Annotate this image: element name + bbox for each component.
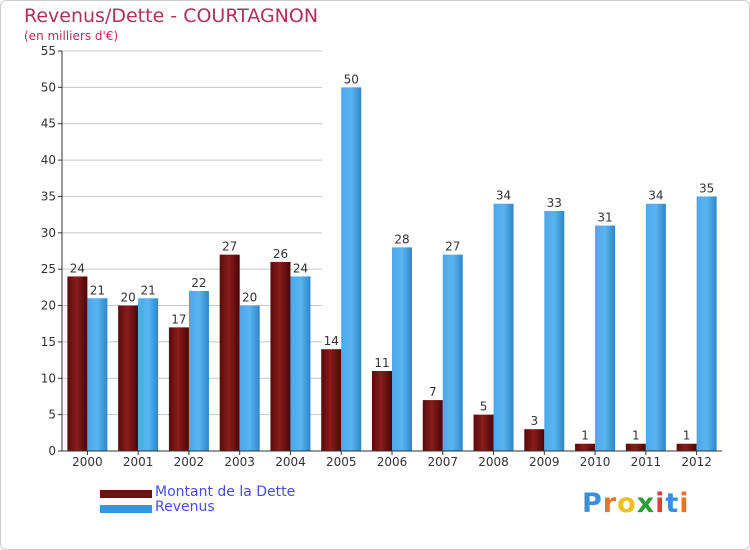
logo-letter: t [665,488,680,519]
logo-letter: i [679,488,690,519]
bar-revenus-2004 [290,276,311,451]
x-tick-label: 2002 [174,455,205,469]
chart-title: Revenus/Dette - COURTAGNON [24,5,319,27]
bar-revenus-2006 [392,247,412,451]
logo-letter: P [582,488,603,519]
data-label-revenus-2009: 33 [547,196,562,210]
bar-dette-2004 [270,261,291,451]
bar-dette-2009 [524,429,545,451]
bar-revenus-2012 [696,196,717,451]
bar-revenus-2011 [645,203,666,451]
x-tick-label: 2012 [681,455,712,469]
bar-dette-2005 [321,349,342,451]
bar-revenus-2002 [188,291,209,451]
data-label-revenus-2003: 20 [242,291,257,305]
x-axis-ticks: 2000 2001 2002 2003 2004 2005 2006 2007 2008 2009… [72,451,712,469]
bar-dette-2012 [676,443,697,451]
x-tick-label: 2006 [377,455,408,469]
y-tick-label: 20 [41,299,56,313]
data-label-revenus-2002: 22 [191,276,206,290]
y-tick-label: 55 [41,44,56,58]
bar-revenus-2010 [595,225,616,451]
data-label-dette-2003: 27 [222,240,237,254]
bar-revenus-2007 [442,254,463,451]
x-tick-label: 2005 [326,455,357,469]
y-tick-label: 15 [41,335,56,349]
bar-dette-2001 [118,305,139,451]
bar-dette-2006 [372,371,392,451]
bar-dette-2002 [168,327,189,451]
data-label-dette-2006: 11 [374,356,389,370]
bar-dette-2000 [67,276,88,451]
bar-dette-2011 [625,443,646,451]
x-tick-label: 2001 [123,455,154,469]
data-label-revenus-2011: 34 [648,189,663,203]
data-label-dette-2012: 1 [683,429,691,443]
legend-label-dette: Montant de la Dette [155,484,296,500]
x-tick-label: 2010 [580,455,611,469]
y-tick-label: 10 [41,371,56,385]
data-label-dette-2005: 14 [324,334,339,348]
bar-dette-2008 [473,414,494,451]
y-tick-label: 40 [41,153,56,167]
y-tick-label: 5 [48,408,56,422]
proxiti-logo: Proxiti [582,488,690,519]
x-tick-label: 2000 [72,455,103,469]
logo-letter: r [602,488,618,519]
data-label-dette-2011: 1 [632,429,640,443]
bar-revenus-2009 [544,211,565,451]
data-label-revenus-2000: 21 [90,283,105,297]
bar-dette-2007 [422,400,443,451]
data-label-dette-2010: 1 [581,429,589,443]
y-tick-label: 0 [48,444,56,458]
y-tick-label: 25 [41,262,56,276]
legend-swatch-dette [100,490,152,498]
chart-subtitle: (en milliers d'€) [24,29,119,43]
x-tick-label: 2008 [478,455,509,469]
bar-dette-2003 [219,254,240,451]
data-label-dette-2009: 3 [530,414,538,428]
data-label-dette-2000: 24 [70,261,85,275]
x-tick-label: 2004 [275,455,306,469]
bar-revenus-2005 [341,87,362,451]
data-label-revenus-2010: 31 [597,211,612,225]
bars [67,87,717,451]
data-label-revenus-2005: 50 [344,72,359,86]
y-tick-label: 50 [41,80,56,94]
data-label-dette-2001: 20 [121,291,136,305]
data-label-dette-2002: 17 [171,312,186,326]
legend-label-revenus: Revenus [155,499,215,515]
bar-revenus-2003 [239,305,260,451]
logo-letter: i [655,488,666,519]
logo-letter: o [617,488,637,519]
y-tick-label: 35 [41,189,56,203]
data-label-revenus-2001: 21 [141,283,156,297]
data-labels: 2421202117222720262414501128727534333131… [70,72,715,442]
data-label-dette-2008: 5 [480,400,488,414]
x-tick-label: 2007 [427,455,458,469]
legend-swatch-revenus [100,505,152,513]
y-tick-label: 45 [41,117,56,131]
y-tick-label: 30 [41,226,56,240]
x-tick-label: 2003 [224,455,255,469]
bar-revenus-2008 [493,203,514,451]
bar-revenus-2001 [138,298,159,451]
data-label-revenus-2008: 34 [496,189,511,203]
x-tick-label: 2009 [529,455,560,469]
data-label-revenus-2007: 27 [445,240,460,254]
bar-revenus-2000 [87,298,108,451]
data-label-dette-2007: 7 [429,385,437,399]
y-axis-ticks: 0 5 10 15 20 25 30 35 40 45 50 55 [41,44,62,458]
data-label-revenus-2012: 35 [699,181,714,195]
data-label-dette-2004: 26 [273,247,288,261]
data-label-revenus-2006: 28 [394,232,409,246]
x-tick-label: 2011 [631,455,662,469]
logo-letter: x [636,488,656,519]
data-label-revenus-2004: 24 [293,261,308,275]
bar-dette-2010 [575,443,596,451]
